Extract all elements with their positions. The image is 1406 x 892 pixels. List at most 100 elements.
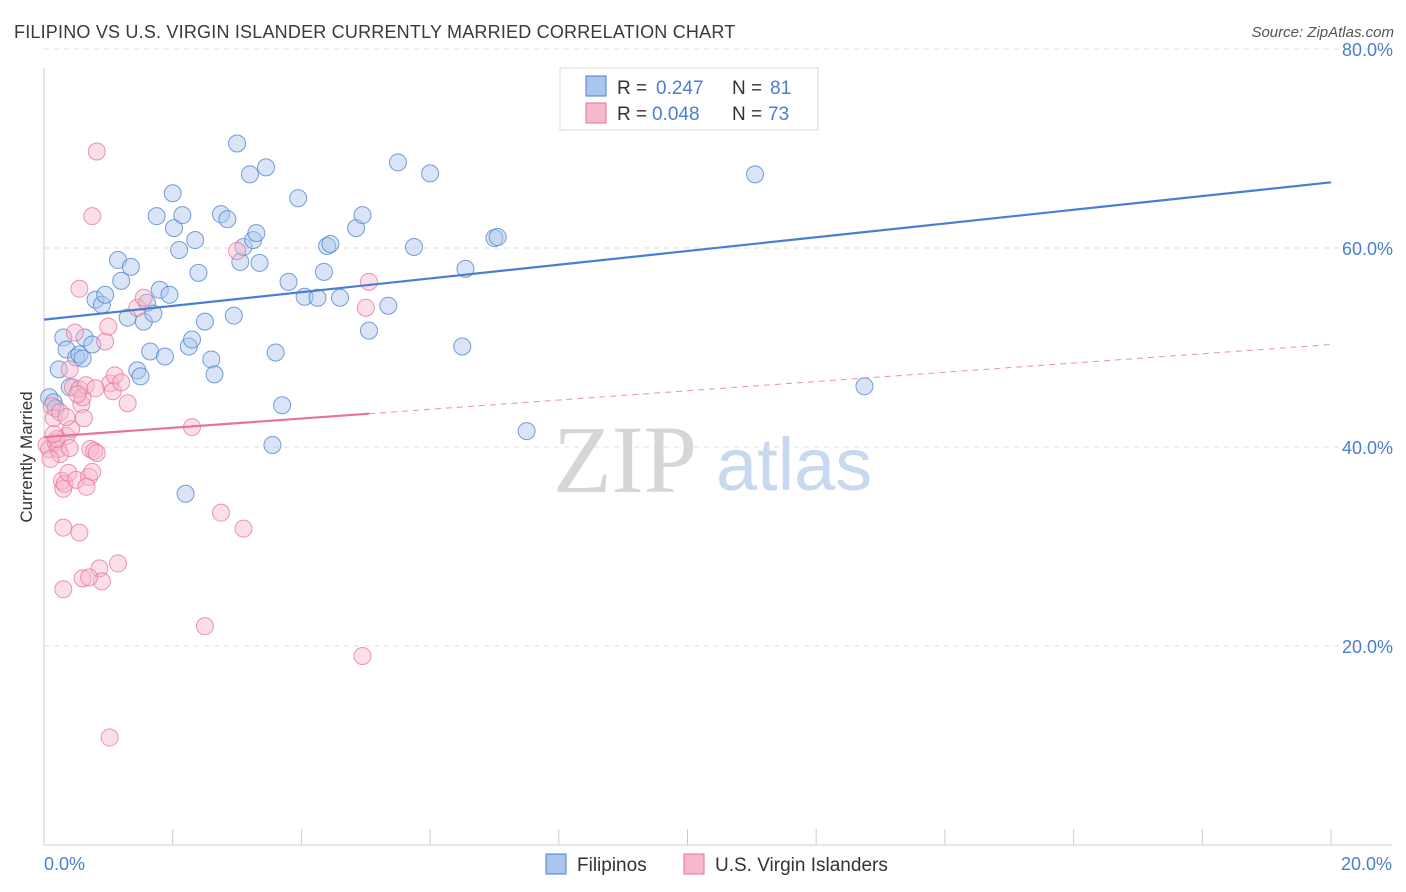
point-virgin-islanders xyxy=(87,443,106,462)
point-filipinos xyxy=(147,207,166,226)
stats-legend: R = 0.247 N = 81 R = 0.048 N = 73 xyxy=(559,67,819,131)
point-virgin-islanders xyxy=(51,444,70,463)
point-virgin-islanders xyxy=(80,568,99,587)
point-filipinos xyxy=(240,165,259,184)
grid xyxy=(44,48,1392,647)
point-virgin-islanders xyxy=(100,728,119,747)
series-virgin-islanders xyxy=(37,142,378,747)
point-filipinos xyxy=(388,153,407,172)
point-filipinos xyxy=(257,158,276,177)
point-filipinos xyxy=(279,272,298,291)
point-virgin-islanders xyxy=(41,449,60,468)
point-virgin-islanders xyxy=(87,142,106,161)
point-filipinos xyxy=(202,350,221,369)
trend-lines xyxy=(43,181,1332,439)
point-virgin-islanders xyxy=(70,523,89,542)
legend-n-label-virgin-islanders: N = xyxy=(732,104,762,125)
point-filipinos xyxy=(189,263,208,282)
point-virgin-islanders xyxy=(109,554,128,573)
point-virgin-islanders xyxy=(105,366,124,385)
point-filipinos xyxy=(183,330,202,349)
point-filipinos xyxy=(164,219,183,238)
point-filipinos xyxy=(73,349,92,368)
point-filipinos xyxy=(170,240,189,259)
point-filipinos xyxy=(186,231,205,250)
legend-r-value-virgin-islanders: 0.048 xyxy=(652,104,700,125)
point-filipinos xyxy=(231,252,250,271)
point-filipinos xyxy=(331,288,350,307)
point-virgin-islanders xyxy=(54,518,73,537)
point-filipinos xyxy=(205,365,224,384)
point-virgin-islanders xyxy=(70,279,89,298)
point-filipinos xyxy=(453,337,472,356)
point-virgin-islanders xyxy=(353,646,372,665)
point-filipinos xyxy=(155,347,174,366)
y-tick-label: 80.0% xyxy=(1342,40,1393,60)
point-filipinos xyxy=(228,134,247,153)
watermark-atlas: atlas xyxy=(716,423,872,506)
point-virgin-islanders xyxy=(44,425,63,444)
source-label: Source: ZipAtlas.com xyxy=(1251,24,1394,41)
point-filipinos xyxy=(353,206,372,225)
point-virgin-islanders xyxy=(356,298,375,317)
point-filipinos xyxy=(517,422,536,441)
point-virgin-islanders xyxy=(228,241,247,260)
point-virgin-islanders xyxy=(74,409,93,428)
legend-n-value-filipinos: 81 xyxy=(770,78,791,99)
point-virgin-islanders xyxy=(96,332,115,351)
y-axis-label: Currently Married xyxy=(17,391,36,522)
point-filipinos xyxy=(150,280,169,299)
y-tick-label: 20.0% xyxy=(1342,637,1393,657)
point-virgin-islanders xyxy=(99,317,118,336)
point-virgin-islanders xyxy=(134,288,153,307)
chart-title: FILIPINO VS U.S. VIRGIN ISLANDER CURRENT… xyxy=(14,22,736,42)
point-virgin-islanders xyxy=(112,373,131,392)
point-filipinos xyxy=(273,396,292,415)
point-filipinos xyxy=(218,210,237,229)
point-virgin-islanders xyxy=(65,323,84,342)
point-virgin-islanders xyxy=(359,272,378,291)
point-filipinos xyxy=(75,328,94,347)
point-virgin-islanders xyxy=(195,617,214,636)
point-virgin-islanders xyxy=(234,519,253,538)
y-tick-label: 60.0% xyxy=(1342,239,1393,259)
point-virgin-islanders xyxy=(83,207,102,226)
point-filipinos xyxy=(359,321,378,340)
point-filipinos xyxy=(746,165,765,184)
series-filipinos xyxy=(40,134,874,503)
point-filipinos xyxy=(314,262,333,281)
y-tick-label: 40.0% xyxy=(1342,438,1393,458)
bottom-legend-swatch-virgin-islanders xyxy=(683,853,705,875)
trend-line-filipinos xyxy=(43,181,1332,321)
bottom-legend-swatch-filipinos xyxy=(545,853,567,875)
point-virgin-islanders xyxy=(68,385,87,404)
point-virgin-islanders xyxy=(54,580,73,599)
point-filipinos xyxy=(318,237,337,256)
legend-swatch-filipinos xyxy=(585,75,607,97)
x-ticks xyxy=(43,829,1332,845)
legend-r-value-filipinos: 0.247 xyxy=(656,78,704,99)
point-filipinos xyxy=(289,189,308,208)
point-virgin-islanders xyxy=(60,360,79,379)
point-filipinos xyxy=(49,360,68,379)
y-tick-labels: 20.0% 40.0% 60.0% 80.0% xyxy=(1342,40,1393,657)
x-tick-label-max: 20.0% xyxy=(1341,854,1392,874)
trend-line-virgin-islanders-extrapolated xyxy=(368,344,1332,415)
point-filipinos xyxy=(195,312,214,331)
point-virgin-islanders xyxy=(55,474,74,493)
point-filipinos xyxy=(163,184,182,203)
point-virgin-islanders xyxy=(60,438,79,457)
point-filipinos xyxy=(160,285,179,304)
point-virgin-islanders xyxy=(62,420,81,439)
point-filipinos xyxy=(121,257,140,276)
point-virgin-islanders xyxy=(73,388,92,407)
point-filipinos xyxy=(247,224,266,243)
point-filipinos xyxy=(405,238,424,257)
point-virgin-islanders xyxy=(59,463,78,482)
legend-swatch-virgin-islanders xyxy=(585,102,607,124)
legend-n-value-virgin-islanders: 73 xyxy=(768,104,789,125)
point-virgin-islanders xyxy=(86,379,105,398)
point-filipinos xyxy=(96,285,115,304)
watermark-zip: ZIP xyxy=(553,406,697,513)
